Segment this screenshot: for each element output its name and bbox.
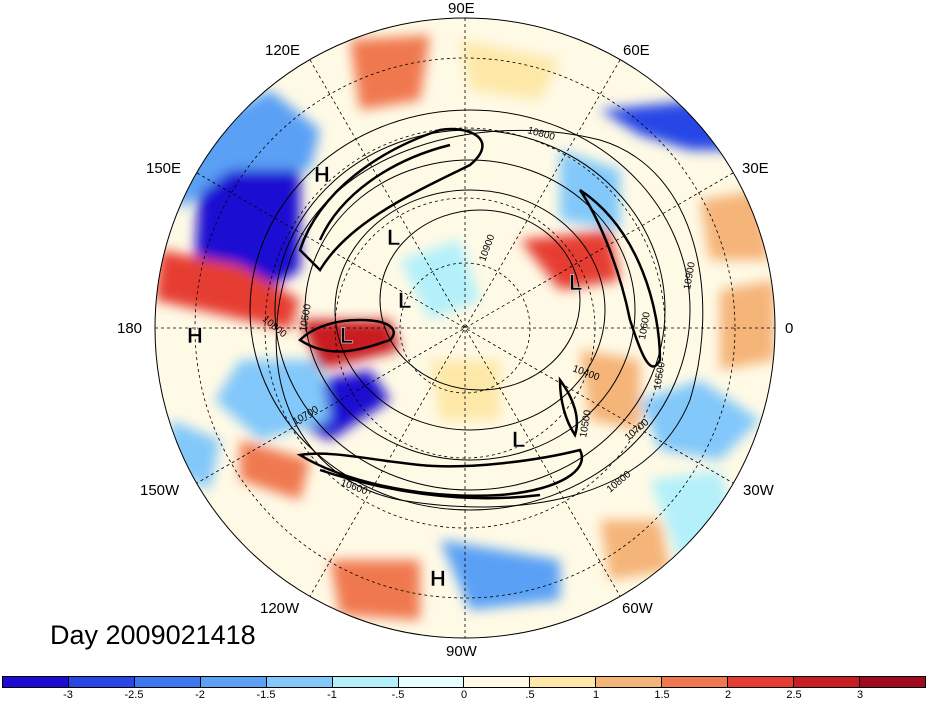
colorbar-swatch <box>662 677 729 687</box>
colorbar-tick-label: 1.5 <box>654 689 670 701</box>
contour-label: 10900 <box>682 261 698 291</box>
colorbar-tick-label: -.5 <box>391 689 405 701</box>
colorbar-swatch <box>332 677 399 687</box>
colorbar-tick-label: -3 <box>63 689 73 701</box>
longitude-label-30e: 30E <box>742 160 769 177</box>
colorbar-swatch <box>728 677 795 687</box>
pressure-center-labels: H H H L L L L L <box>187 162 583 592</box>
contour-label: 10600 <box>637 311 653 341</box>
longitude-label-60w: 60W <box>622 600 653 617</box>
contour-label: 10500 <box>652 361 668 391</box>
colorbar-tick-label: -2 <box>195 689 205 701</box>
high-center-label: H <box>314 162 330 187</box>
colorbar-swatch <box>859 677 925 687</box>
longitude-label-60e: 60E <box>623 42 650 59</box>
colorbar-swatch <box>266 677 333 687</box>
colorbar <box>2 676 926 688</box>
colorbar-tick-label: 2 <box>724 689 732 701</box>
date-title: Day 2009021418 <box>50 620 256 650</box>
colorbar-tick-label: 1 <box>592 689 600 701</box>
colorbar-swatch <box>68 677 135 687</box>
longitude-label-120w: 120W <box>260 600 300 617</box>
colorbar-tick-label: -2.5 <box>124 689 144 701</box>
longitude-label-150w: 150W <box>140 482 180 499</box>
longitude-label-0: 0 <box>785 320 794 337</box>
colorbar-swatch <box>464 677 531 687</box>
longitude-label-90e: 90E <box>448 0 475 17</box>
colorbar-swatch <box>134 677 201 687</box>
colorbar-tick-label: -1.5 <box>256 689 276 701</box>
colorbar-swatch <box>794 677 860 687</box>
low-center-label: L <box>398 288 411 313</box>
contour-label: 10500 <box>578 409 594 439</box>
contour-label: 10500 <box>298 303 314 333</box>
colorbar-swatch <box>398 677 465 687</box>
colorbar-tick-label: -1 <box>327 689 337 701</box>
colorbar-swatch <box>530 677 597 687</box>
low-center-label: L <box>340 323 353 348</box>
high-center-label: H <box>187 323 203 348</box>
longitude-label-90w: 90W <box>446 643 477 660</box>
colorbar-swatch <box>596 677 663 687</box>
colorbar-tick-label: 0 <box>460 689 468 701</box>
high-center-label: H <box>430 566 446 591</box>
colorbar-tick-label: 3 <box>856 689 864 701</box>
longitude-label-180: 180 <box>117 320 143 337</box>
low-center-label: L <box>387 225 400 250</box>
graticule <box>155 18 775 638</box>
longitude-label-150e: 150E <box>146 160 182 177</box>
low-center-label: L <box>512 427 525 452</box>
colorbar-tick-label: 2.5 <box>786 689 802 701</box>
colorbar-tick-label: .5 <box>525 689 535 701</box>
jet-streak-contours <box>296 127 662 500</box>
colorbar-swatch <box>3 677 69 687</box>
colorbar-swatch <box>200 677 267 687</box>
longitude-label-120e: 120E <box>265 42 301 59</box>
low-center-label: L <box>569 270 582 295</box>
longitude-label-30w: 30W <box>743 482 774 499</box>
